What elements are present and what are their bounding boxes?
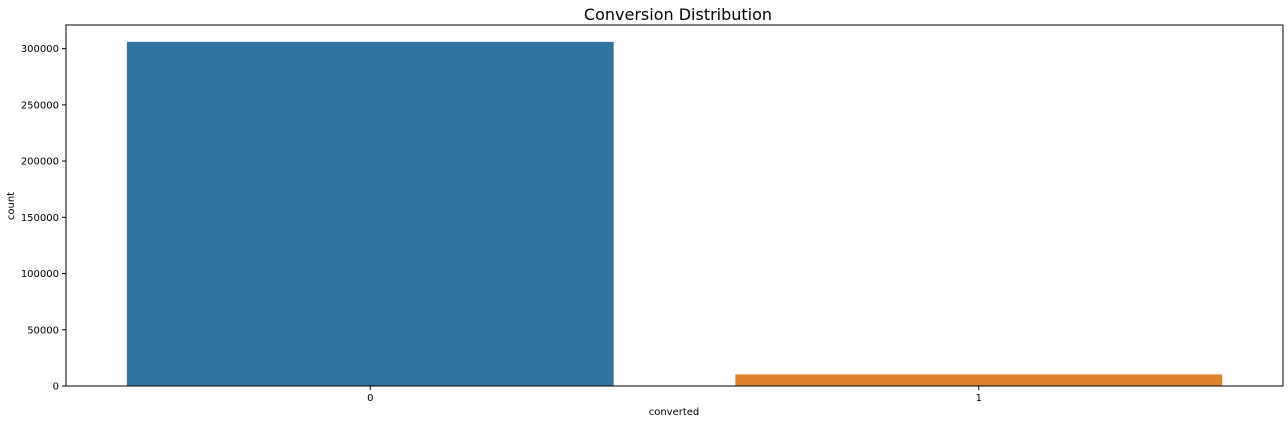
y-tick-label: 250000 — [21, 100, 59, 111]
x-axis-label: converted — [649, 407, 700, 418]
y-axis-label: count — [6, 192, 17, 220]
plot-frame — [65, 24, 1284, 387]
y-tick-label: 50000 — [27, 325, 59, 336]
y-tick-label: 0 — [53, 382, 59, 393]
x-tick-label: 0 — [367, 393, 373, 404]
y-tick-label: 300000 — [21, 44, 59, 55]
chart-title: Conversion Distribution — [584, 5, 772, 24]
bar-1 — [735, 374, 1223, 386]
y-axis: 0 50000 100000 150000 200000 250000 300000 — [21, 44, 66, 393]
y-tick-label: 150000 — [21, 213, 59, 224]
bars-group — [126, 41, 1223, 386]
y-tick-label: 100000 — [21, 269, 59, 280]
bar-0 — [126, 41, 614, 386]
x-tick-label: 1 — [976, 393, 982, 404]
y-tick-label: 200000 — [21, 157, 59, 168]
